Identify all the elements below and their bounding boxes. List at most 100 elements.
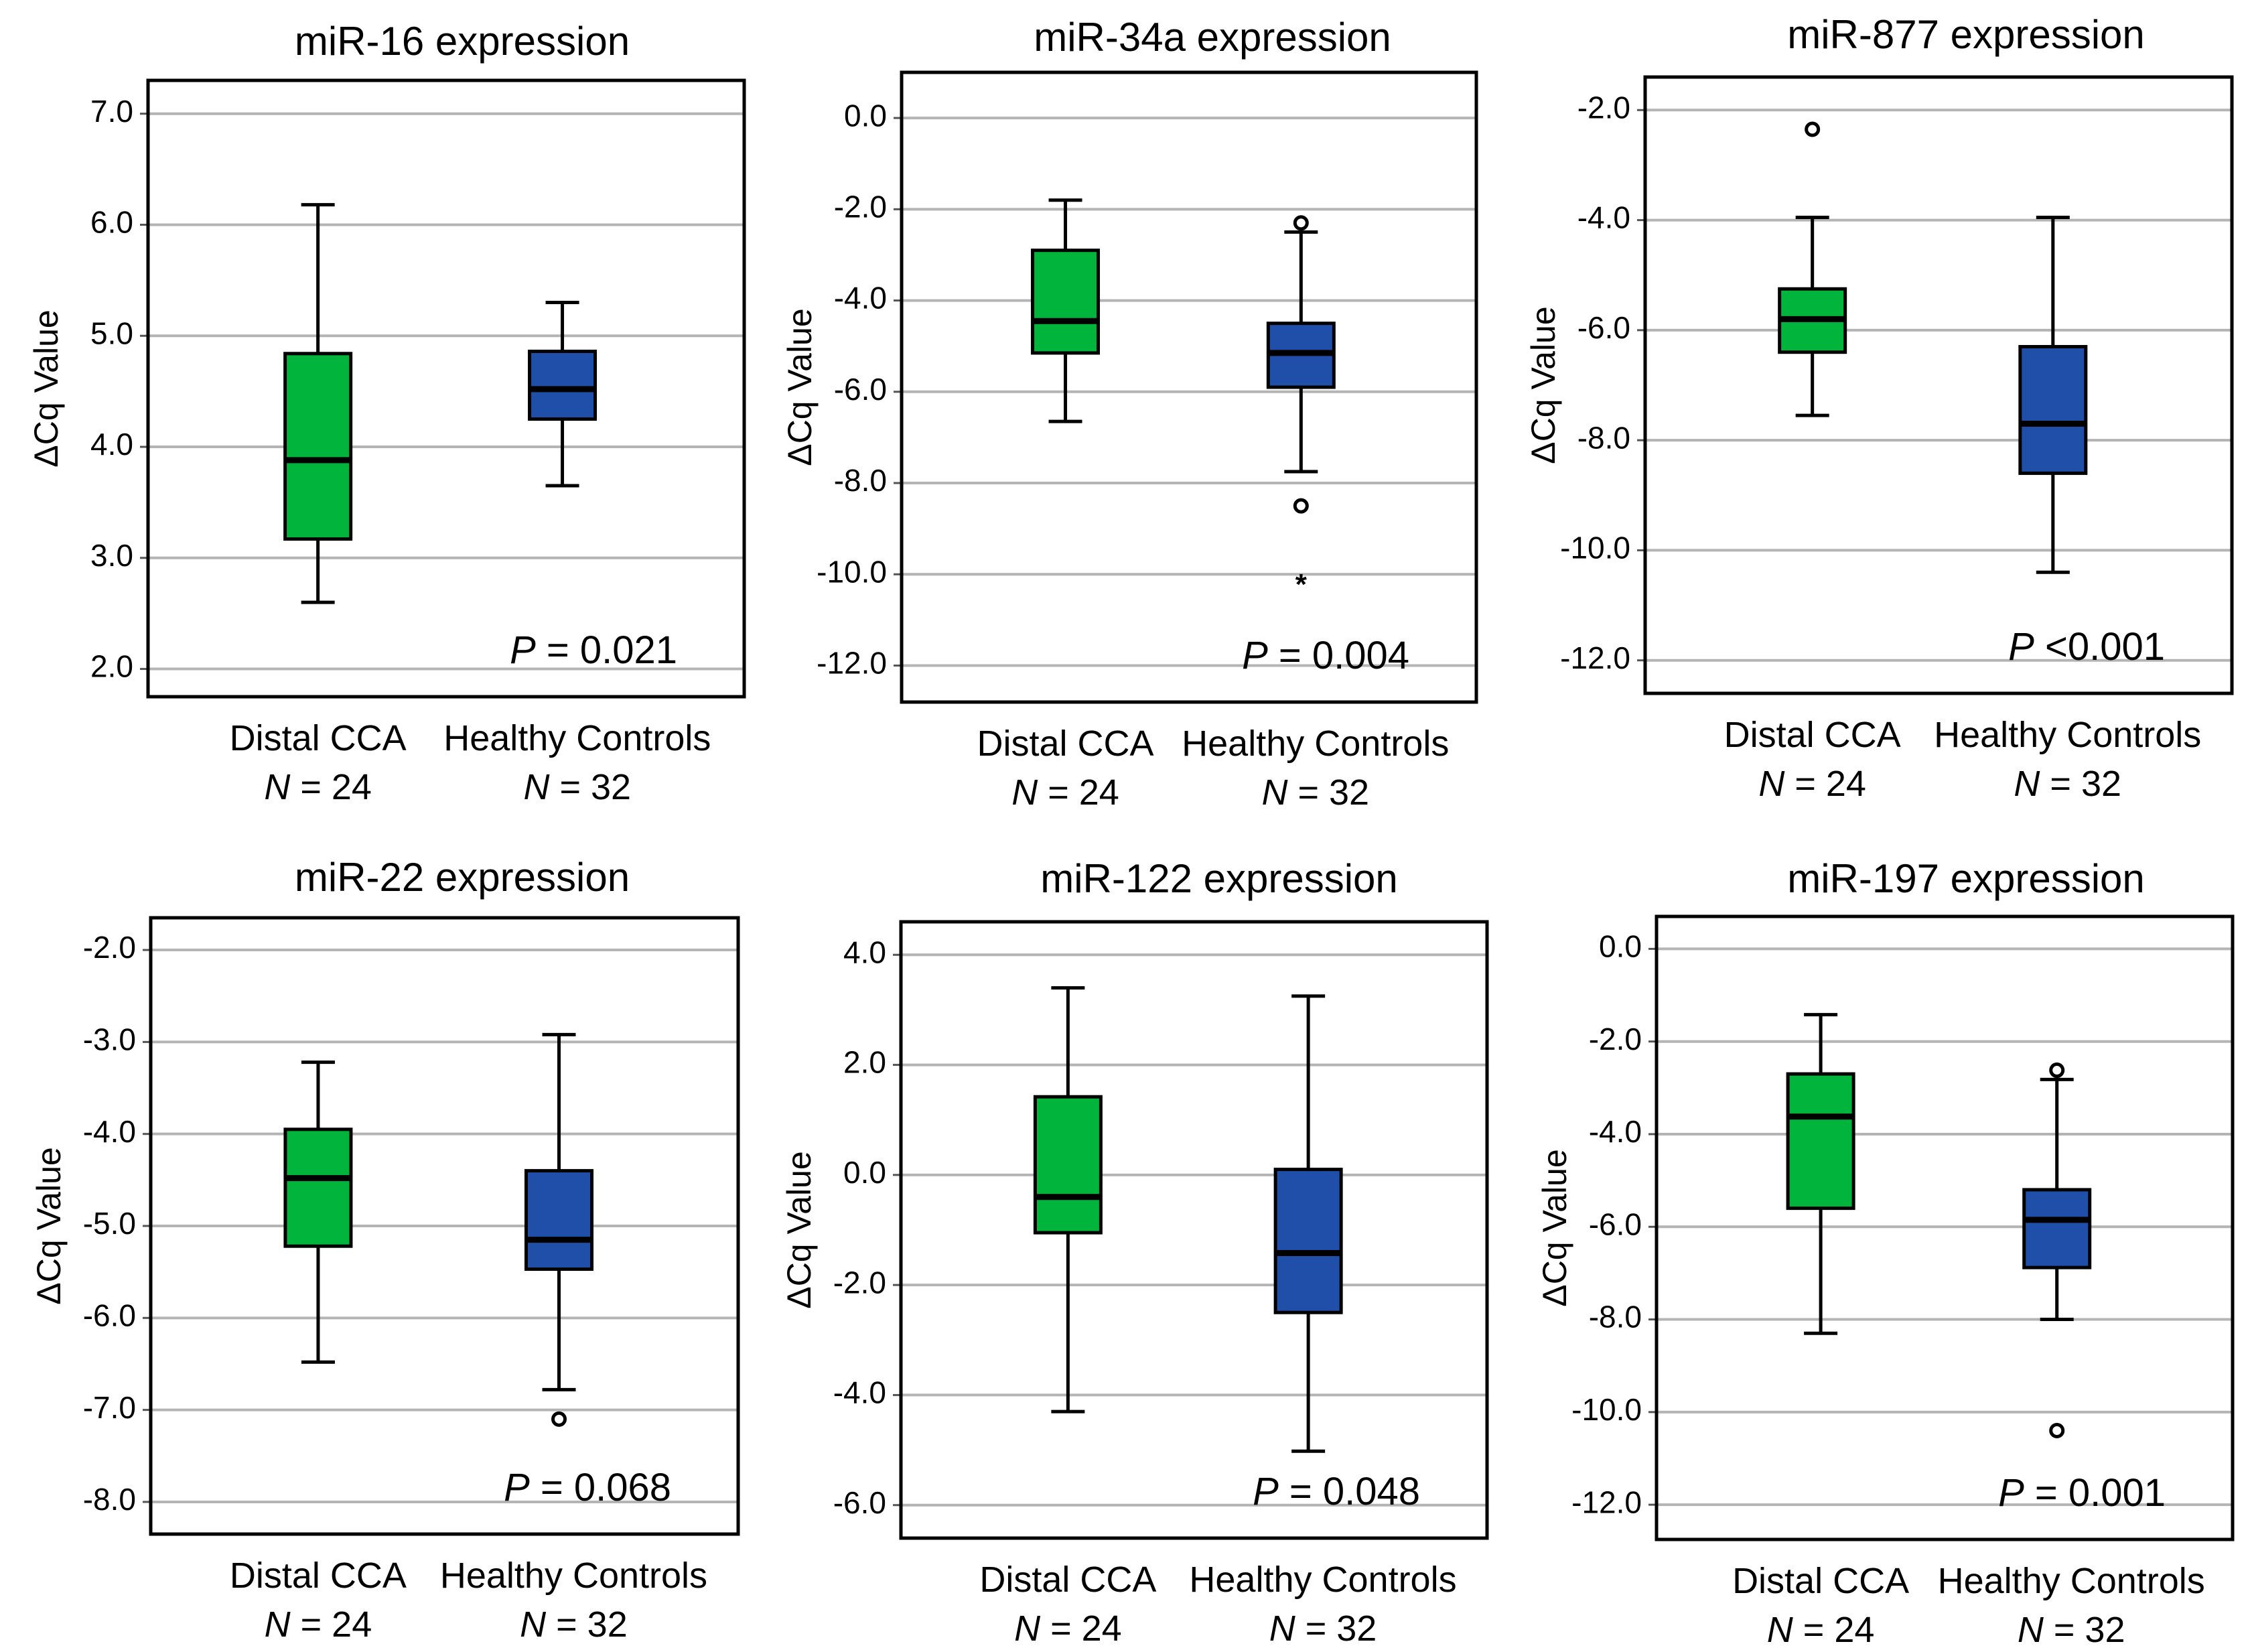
panel-title: miR-877 expression	[1787, 12, 2145, 57]
box-distal-cca	[283, 1060, 353, 1364]
y-tick-label: -2.0	[834, 190, 887, 224]
iqr-box	[2018, 345, 2088, 475]
category-label: Distal CCA	[977, 724, 1154, 764]
category-label: Distal CCA	[1724, 715, 1901, 755]
y-tick-label: -6.0	[834, 372, 887, 407]
iqr-box	[283, 1127, 353, 1248]
p-value-label: P = 0.048	[1253, 1470, 1420, 1513]
panel-4: miR-22 expression -2.0 -3.0 -4.0 -5.0 -6.0 -7.…	[30, 855, 740, 1645]
iqr-box	[1273, 1168, 1343, 1314]
iqr-box	[524, 1169, 594, 1271]
box-distal-cca	[1033, 986, 1103, 1414]
y-tick-label: -12.0	[817, 646, 887, 681]
y-tick-label: 5.0	[90, 316, 133, 350]
y-tick-label: -10.0	[1571, 1392, 1642, 1427]
panel-title: miR-34a expression	[1034, 15, 1391, 60]
panel-3: miR-877 expression -2.0 -4.0 -6.0 -8.0 -10.0 -…	[1525, 12, 2234, 804]
y-tick-label: -8.0	[83, 1482, 136, 1517]
y-tick-label: -12.0	[1571, 1485, 1642, 1519]
box-healthy-controls	[528, 301, 598, 488]
category-label: Healthy Controls	[440, 1556, 707, 1596]
y-tick-label: -4.0	[1589, 1114, 1642, 1149]
p-value-label: P = 0.068	[504, 1466, 671, 1509]
panel-title: miR-22 expression	[295, 855, 630, 900]
category-label: Healthy Controls	[443, 718, 711, 758]
box-healthy-controls: *	[1266, 215, 1336, 601]
panel-5: miR-122 expression 4.0 2.0 0.0 -2.0 -4.0 -6.0 Δ…	[780, 856, 1489, 1649]
box-distal-cca	[283, 203, 353, 604]
y-tick-label: -8.0	[834, 463, 887, 498]
sample-size-label: N = 24	[264, 767, 372, 807]
y-tick-label: -6.0	[1577, 310, 1630, 345]
y-tick-label: -12.0	[1560, 640, 1630, 675]
y-tick-label: -10.0	[817, 554, 887, 589]
outlier-point	[2049, 1062, 2065, 1079]
category-label: Healthy Controls	[1934, 715, 2201, 755]
sample-size-label: N = 24	[1011, 772, 1119, 813]
y-tick-label: -2.0	[1577, 90, 1630, 125]
p-value-label: P <0.001	[2008, 625, 2165, 669]
iqr-box	[1033, 1095, 1103, 1235]
y-tick-label: -2.0	[1589, 1022, 1642, 1056]
outlier-point	[1805, 121, 1821, 137]
y-tick-label: -6.0	[833, 1485, 886, 1520]
plot-frame	[149, 916, 740, 1536]
y-tick-label: -2.0	[83, 930, 136, 965]
box-healthy-controls	[2018, 215, 2088, 574]
sample-size-label: N = 32	[2014, 764, 2121, 804]
sample-size-label: N = 32	[523, 767, 631, 807]
sample-size-label: N = 32	[1261, 772, 1369, 813]
y-tick-label: 0.0	[844, 98, 887, 133]
extreme-point: *	[1295, 568, 1308, 601]
y-tick-label: -4.0	[834, 281, 887, 316]
p-value-label: P = 0.021	[510, 628, 677, 672]
y-tick-label: -4.0	[83, 1114, 136, 1149]
iqr-box	[528, 349, 598, 421]
box-healthy-controls	[524, 1032, 594, 1427]
box-distal-cca	[1031, 198, 1101, 423]
p-value-label: P = 0.001	[1998, 1471, 2166, 1515]
y-tick-label: -2.0	[833, 1265, 886, 1300]
y-tick-label: 3.0	[90, 538, 133, 573]
panel-1: miR-16 expression 7.0 6.0 5.0 4.0 3.0 2.0 ΔCq V…	[27, 19, 746, 807]
y-axis-label: ΔCq Value	[30, 1147, 68, 1304]
sample-size-label: N = 24	[1758, 764, 1866, 804]
y-tick-label: 7.0	[90, 94, 133, 129]
panel-2: miR-34a expression 0.0 -2.0 -4.0 -6.0 -8.0 -10…	[781, 15, 1478, 813]
sample-size-label: N = 32	[2018, 1610, 2125, 1650]
plot-frame	[899, 920, 1489, 1540]
plot-frame	[900, 70, 1478, 704]
category-label: Distal CCA	[979, 1560, 1156, 1600]
panel-title: miR-197 expression	[1787, 856, 2145, 901]
y-tick-label: -8.0	[1589, 1300, 1642, 1334]
sample-size-label: N = 32	[520, 1604, 628, 1645]
y-axis-label: ΔCq Value	[781, 308, 819, 466]
outlier-point	[1293, 215, 1309, 231]
iqr-box	[2022, 1188, 2092, 1269]
y-axis-label: ΔCq Value	[27, 309, 65, 467]
y-tick-label: 4.0	[843, 935, 886, 969]
y-tick-label: 4.0	[90, 427, 133, 462]
category-label: Distal CCA	[1732, 1561, 1909, 1601]
box-distal-cca	[1778, 121, 1847, 417]
box-healthy-controls	[1273, 994, 1343, 1453]
category-label: Distal CCA	[230, 1556, 407, 1596]
outlier-point	[2049, 1423, 2065, 1439]
category-label: Healthy Controls	[1182, 724, 1449, 764]
panel-title: miR-16 expression	[295, 19, 630, 64]
p-value-label: P = 0.004	[1242, 634, 1409, 677]
iqr-box	[283, 352, 353, 541]
y-tick-label: 2.0	[843, 1045, 886, 1080]
sample-size-label: N = 24	[1014, 1608, 1122, 1649]
y-tick-label: -3.0	[83, 1022, 136, 1057]
plot-frame	[1655, 914, 2235, 1541]
sample-size-label: N = 32	[1269, 1608, 1377, 1649]
y-tick-label: -6.0	[1589, 1207, 1642, 1241]
iqr-box	[1031, 249, 1101, 355]
sample-size-label: N = 24	[1767, 1610, 1875, 1650]
category-label: Healthy Controls	[1938, 1561, 2205, 1601]
y-tick-label: 6.0	[90, 205, 133, 240]
category-label: Healthy Controls	[1189, 1560, 1456, 1600]
y-tick-label: 2.0	[90, 649, 133, 684]
